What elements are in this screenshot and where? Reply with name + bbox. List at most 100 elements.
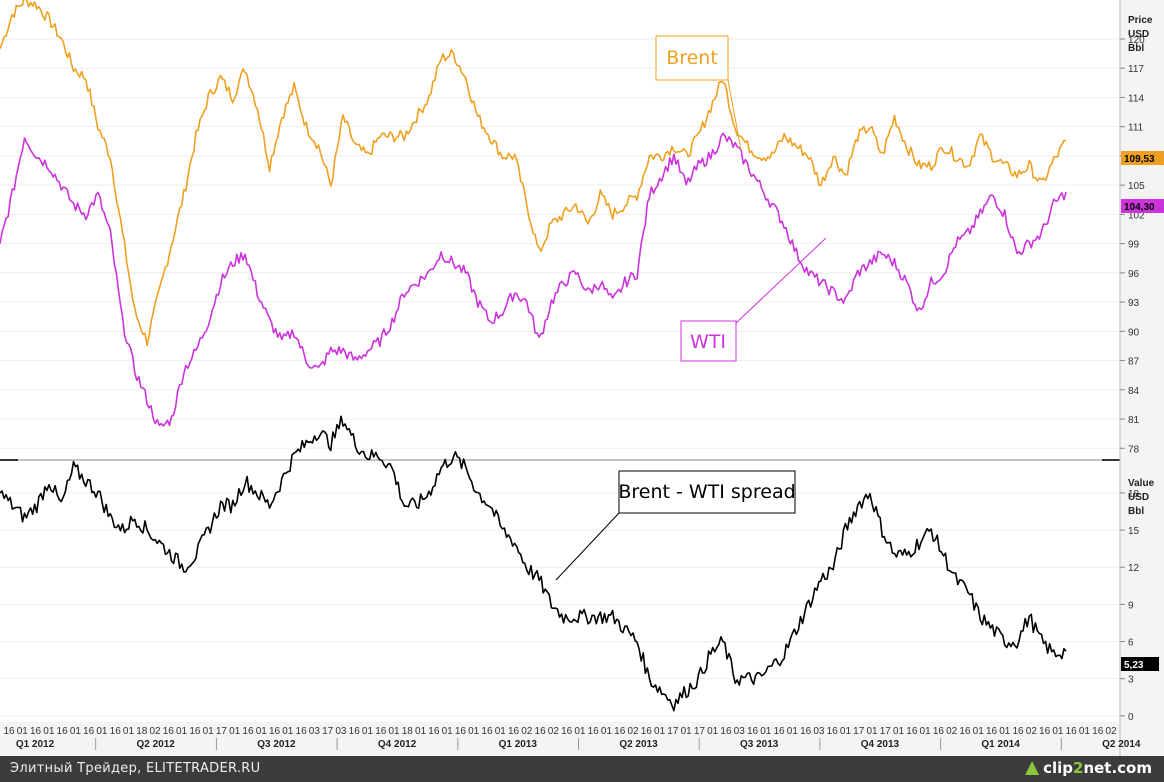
x-day-tick-label: 16	[30, 726, 42, 737]
x-day-tick-label: 16	[614, 726, 626, 737]
x-day-tick-label: 03	[335, 726, 347, 737]
x-day-tick-label: 01	[17, 726, 29, 737]
x-day-tick-label: 02	[1105, 726, 1117, 737]
x-quarter-label: Q2 2012	[137, 739, 176, 750]
x-day-tick-label: 02	[521, 726, 533, 737]
x-day-ticks: 16 01 16 01 16 01 16 01 16 01 18 02 16 01 16 01 17 01 16 01…	[3, 726, 1117, 737]
x-day-tick-label: 01	[96, 726, 108, 737]
x-day-tick-label: 01	[468, 726, 480, 737]
x-day-tick-label: 03	[309, 726, 321, 737]
spread-series-line	[0, 415, 1067, 712]
price-y-tick-label: 114	[1128, 93, 1144, 104]
price-y-tick-label: 117	[1128, 64, 1144, 75]
x-day-tick-label: 17	[880, 726, 892, 737]
wti-callout-label: WTI	[690, 331, 726, 353]
x-day-tick-label: 18	[136, 726, 148, 737]
x-quarter-ticks: Q1 2012 Q2 2012 Q3 2012 Q4 2012 Q1 2013 Q2 20…	[16, 738, 1141, 750]
x-day-tick-label: 16	[428, 726, 440, 737]
x-day-tick-label: 16	[57, 726, 69, 737]
spread-last-value-text: 5,23	[1124, 660, 1144, 671]
x-day-tick-label: 16	[641, 726, 653, 737]
price-y-tick-label: 102	[1128, 210, 1145, 221]
x-day-tick-label: 16	[296, 726, 308, 737]
x-day-tick-label: 16	[242, 726, 254, 737]
x-day-tick-label: 16	[349, 726, 361, 737]
x-day-tick-label: 01	[840, 726, 852, 737]
x-day-tick-label: 02	[946, 726, 958, 737]
spread-y-tick-label: 0	[1128, 712, 1134, 723]
price-y-tick-label: 81	[1128, 415, 1140, 426]
spread-callout: Brent - WTI spread	[555, 470, 796, 581]
x-day-tick-label: 17	[667, 726, 679, 737]
spread-axis-title-line: Bbl	[1128, 506, 1144, 517]
spread-axis-title-line: Value	[1128, 478, 1155, 489]
x-day-tick-label: 01	[920, 726, 932, 737]
price-y-ticks: 7881848790939699102105108111114117120	[1120, 35, 1145, 455]
x-day-tick-label: 01	[707, 726, 719, 737]
x-day-tick-label: 16	[481, 726, 493, 737]
spread-y-tick-label: 9	[1128, 600, 1134, 611]
price-y-tick-label: 111	[1128, 123, 1144, 134]
price-y-tick-label: 90	[1128, 327, 1140, 338]
clip2net-icon	[1025, 761, 1040, 775]
x-day-tick-label: 16	[747, 726, 759, 737]
x-quarter-label: Q1 2013	[499, 739, 538, 750]
price-y-tick-label: 96	[1128, 269, 1140, 280]
grid-lines	[0, 38, 1120, 717]
price-y-tick-label: 84	[1128, 386, 1140, 397]
x-day-tick-label: 17	[216, 726, 228, 737]
x-day-tick-label: 01	[1079, 726, 1091, 737]
x-day-tick-label: 01	[973, 726, 985, 737]
spread-callout-box	[618, 470, 796, 514]
x-day-tick-label: 16	[1092, 726, 1104, 737]
wti-last-value: 104,30	[1121, 199, 1164, 213]
wti-callout-box	[680, 320, 737, 362]
clip2net-logo[interactable]: clip2net.com	[1025, 759, 1152, 777]
price-axis-title-line: Bbl	[1128, 43, 1144, 54]
spread-axis-title-line: USD	[1128, 492, 1149, 503]
axis-area-bg	[1120, 0, 1164, 756]
spread-y-tick-label: 6	[1128, 638, 1134, 649]
x-quarter-label: Q2 2014	[1102, 739, 1141, 750]
brent-callout-label: Brent	[666, 47, 718, 69]
x-day-tick-label: 16	[906, 726, 918, 737]
brent-callout: Brent	[655, 35, 742, 151]
x-day-tick-label: 16	[1012, 726, 1024, 737]
x-day-tick-label: 16	[535, 726, 547, 737]
x-day-tick-label: 01	[654, 726, 666, 737]
x-day-tick-label: 02	[1026, 726, 1038, 737]
x-quarter-label: Q4 2012	[378, 739, 417, 750]
logo-part: 2	[1073, 759, 1084, 777]
x-day-tick-label: 01	[787, 726, 799, 737]
x-day-tick-label: 02	[627, 726, 639, 737]
brent-callout-box	[655, 35, 729, 81]
spread-y-tick-label: 3	[1128, 675, 1134, 686]
price-axis-title: Price USD Bbl	[1128, 15, 1153, 54]
wti-last-value-text: 104,30	[1124, 202, 1155, 213]
x-day-tick-label: 01	[43, 726, 55, 737]
x-day-tick-label: 16	[110, 726, 122, 737]
x-day-tick-label: 16	[508, 726, 520, 737]
footer-source: Элитный Трейдер, ELITETRADER.RU	[10, 761, 261, 776]
spread-callout-label: Brent - WTI spread	[618, 481, 795, 503]
x-quarter-label: Q3 2013	[740, 739, 779, 750]
price-y-tick-label: 99	[1128, 240, 1140, 251]
wti-last-value-bg	[1121, 199, 1164, 213]
x-day-tick-label: 01	[999, 726, 1011, 737]
spread-last-value: 5,23	[1121, 657, 1159, 671]
price-y-tick-label: 120	[1128, 35, 1145, 46]
x-day-tick-label: 16	[163, 726, 175, 737]
x-day-tick-label: 17	[322, 726, 334, 737]
x-day-tick-label: 16	[83, 726, 95, 737]
spread-last-value-bg	[1121, 657, 1159, 671]
x-day-tick-label: 01	[574, 726, 586, 737]
price-axis-title-line: USD	[1128, 29, 1149, 40]
price-axis-title-line: Price	[1128, 15, 1153, 26]
x-day-tick-label: 03	[734, 726, 746, 737]
x-day-tick-label: 16	[1039, 726, 1051, 737]
x-day-tick-label: 01	[70, 726, 82, 737]
price-y-tick-label: 93	[1128, 298, 1140, 309]
spread-callout-leader	[555, 512, 620, 581]
x-day-tick-label: 02	[548, 726, 560, 737]
spread-y-tick-label: 15	[1128, 526, 1140, 537]
